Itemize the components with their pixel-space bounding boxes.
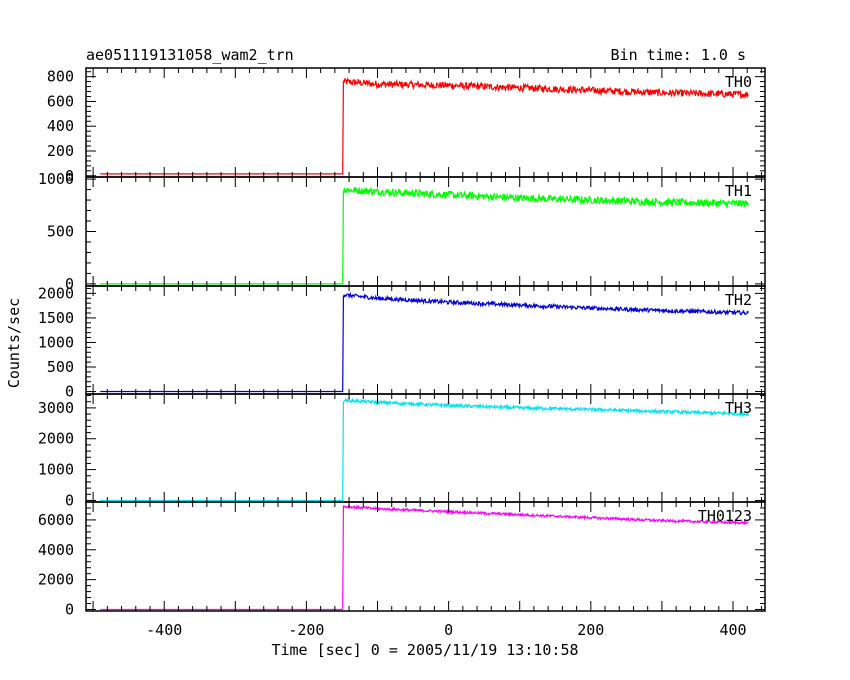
panel-th1: 0 500 1000 TH1 <box>38 170 766 293</box>
y-tick-label: 4000 <box>38 541 74 559</box>
y-tick-label: 1000 <box>38 461 74 479</box>
y-tick-label: 0 <box>65 383 74 401</box>
panel-th0: 0 200 400 600 800 TH0 <box>47 67 766 185</box>
y-tick-label: 2000 <box>38 430 74 448</box>
y-tick-label: 400 <box>47 117 74 135</box>
y-tick-label: 800 <box>47 68 74 86</box>
series-line-th3 <box>100 397 749 502</box>
x-tick-label: 200 <box>577 621 604 639</box>
series-label-th0123: TH0123 <box>698 507 752 525</box>
panel-frame <box>85 501 766 612</box>
chart-title: ae051119131058_wam2_trn <box>86 46 294 64</box>
y-tick-label: 1000 <box>38 333 74 351</box>
y-tick-label: 1000 <box>38 170 74 188</box>
x-axis-label: Time [sec] 0 = 2005/11/19 13:10:58 <box>271 641 578 659</box>
x-tick-label: -200 <box>288 621 324 639</box>
x-tick-label: -400 <box>146 621 182 639</box>
y-tick-label: 500 <box>47 223 74 241</box>
y-tick-label: 6000 <box>38 511 74 529</box>
series-line-th1 <box>100 186 749 285</box>
y-tick-label: 600 <box>47 92 74 110</box>
panel-th0123: 0 2000 4000 6000 TH0123 -400 -200 0 200 400 <box>38 501 766 639</box>
y-tick-label: 0 <box>65 167 74 185</box>
y-axis-label: Counts/sec <box>5 298 23 388</box>
bin-time-label: Bin time: 1.0 s <box>611 46 746 64</box>
series-label-th3: TH3 <box>725 399 752 417</box>
x-tick-label: 0 <box>444 621 453 639</box>
panel-th2: 0 500 1000 1500 2000 TH2 <box>38 284 766 401</box>
series-line-th0 <box>100 76 749 175</box>
y-tick-label: 2000 <box>38 284 74 302</box>
y-tick-label: 2000 <box>38 571 74 589</box>
y-tick-label: 3000 <box>38 399 74 417</box>
y-tick-label: 500 <box>47 358 74 376</box>
y-tick-label: 0 <box>65 275 74 293</box>
y-tick-label: 200 <box>47 142 74 160</box>
panels: 0 200 400 600 800 TH0 0 500 1000 TH1 0 500 1000 1500 2… <box>38 67 766 639</box>
x-tick-label: 400 <box>719 621 746 639</box>
series-line-th0123 <box>100 504 749 611</box>
series-line-th2 <box>100 291 749 393</box>
panel-th3: 0 1000 2000 3000 TH3 <box>38 393 766 509</box>
series-label-th0: TH0 <box>725 73 752 91</box>
y-tick-label: 1500 <box>38 309 74 327</box>
y-tick-label: 0 <box>65 491 74 509</box>
y-tick-label: 0 <box>65 601 74 619</box>
series-label-th1: TH1 <box>725 182 752 200</box>
series-label-th2: TH2 <box>725 291 752 309</box>
